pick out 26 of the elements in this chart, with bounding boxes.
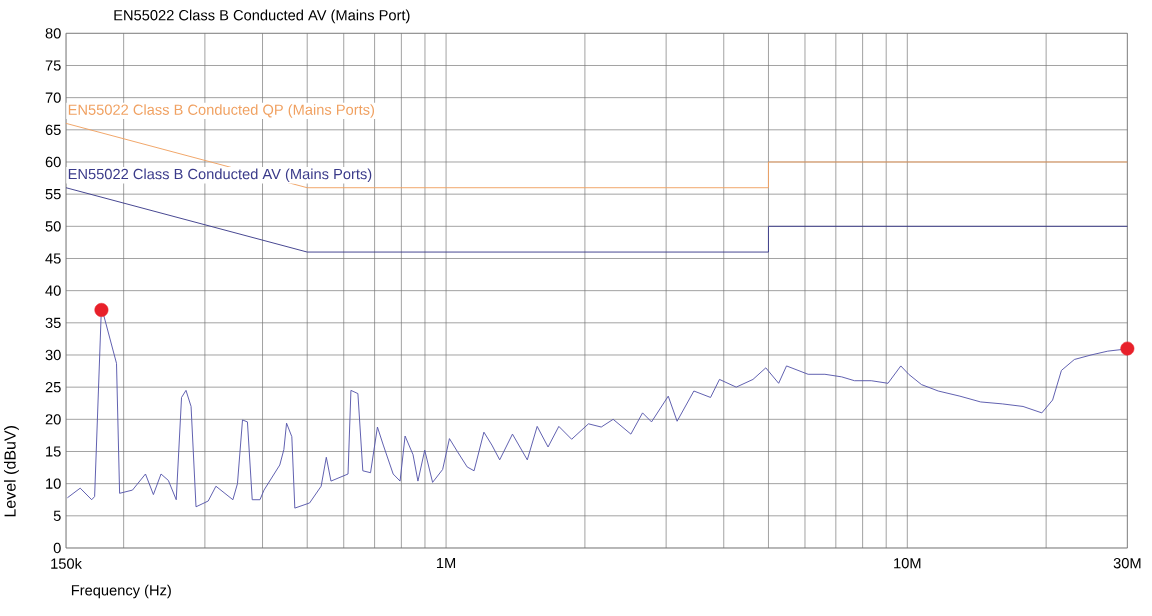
y-tick-label: 75 [45,60,61,71]
x-tick-label: 1M [436,558,456,569]
x-tick-label: 30M [1113,558,1141,569]
y-tick-label: 50 [45,221,61,232]
x-tick-label: 150k [51,558,82,569]
y-tick-label: 5 [53,510,61,521]
y-tick-label: 20 [45,414,61,425]
y-tick-label: 0 [53,542,61,554]
y-tick-label: 60 [45,156,61,168]
y-tick-label: 80 [45,28,61,39]
x-axis-title: Frequency (Hz) [71,584,171,599]
y-axis-title: Level (dBuV) [3,426,19,517]
y-tick-label: 40 [45,285,61,296]
y-tick-label: 55 [45,189,61,200]
y-tick-label: 25 [45,381,61,393]
series-label: EN55022 Class B Conducted AV (Mains Ports) [68,168,372,183]
y-tick-label: 15 [46,446,61,457]
y-tick-label: 70 [45,92,61,103]
y-tick-label: 10 [46,478,61,489]
chart-title: EN55022 Class B Conducted AV (Mains Port) [114,9,410,24]
y-tick-label: 35 [45,317,61,329]
x-tick-label: 10M [894,558,921,569]
y-tick-label: 30 [45,349,61,361]
y-tick-label: 45 [45,253,61,264]
y-tick-label: 65 [45,124,61,136]
series-label: EN55022 Class B Conducted QP (Mains Ports) [68,104,375,118]
